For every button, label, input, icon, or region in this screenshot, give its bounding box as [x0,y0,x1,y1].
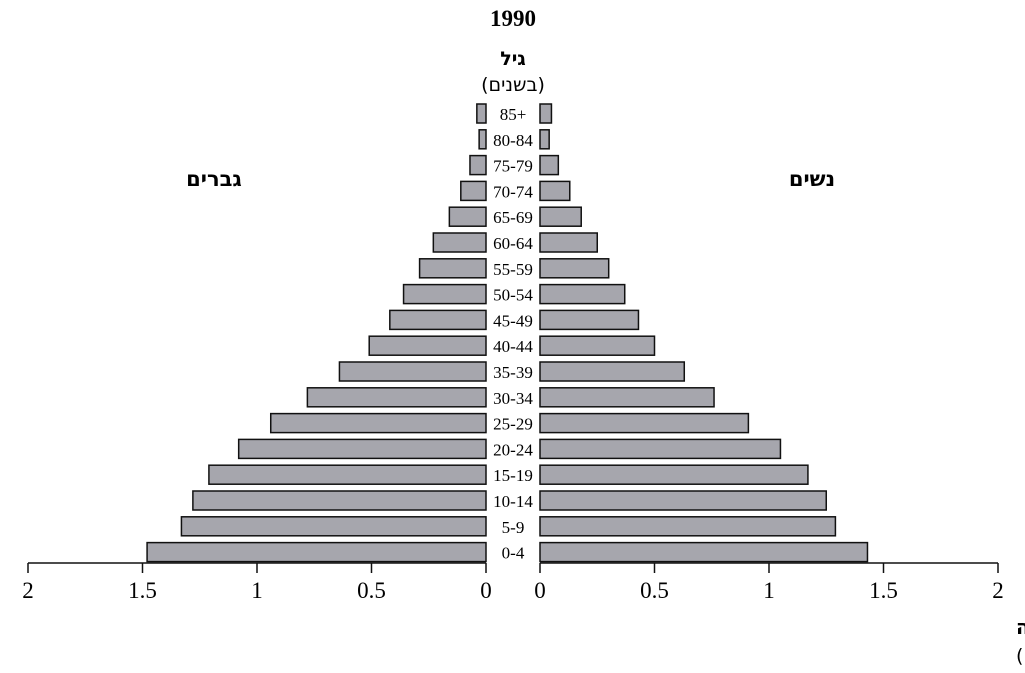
bar-men-55-59 [418,258,487,279]
bar-men-50-54 [402,283,487,305]
bar-men-60-64 [432,232,487,253]
bar-women-15-19 [539,464,809,485]
age-group-label-85+: 85+ [500,105,527,124]
bar-women-40-44 [539,335,656,356]
tick-label-women-0: 0 [534,578,546,603]
age-group-label-0-4: 0-4 [502,544,525,563]
age-group-label-40-44: 40-44 [493,337,533,356]
bar-men-65-69 [448,206,487,227]
x-axis-label: אוכלוסייה [1016,615,1025,639]
bar-men-30-34 [306,387,487,408]
bar-men-25-29 [269,412,487,434]
bar-men-45-49 [389,309,487,331]
axes-group: 0 0 0.5 0.5 1 1 1.5 1.5 2 2 [22,562,1004,603]
age-group-label-10-14: 10-14 [493,492,533,511]
tick-label-men-0.5: 0.5 [357,578,386,603]
age-axis-label: גיל [500,48,526,70]
bar-women-35-39 [539,361,686,382]
tick-label-men-0: 0 [480,578,492,603]
age-group-label-75-79: 75-79 [493,157,533,176]
women-series-label: נשים [789,167,835,191]
bar-women-30-34 [539,387,715,408]
bar-men-70-74 [460,180,487,202]
bar-women-70-74 [539,180,571,202]
tick-label-men-1: 1 [251,578,263,603]
age-group-label-80-84: 80-84 [493,131,533,150]
bar-women-0-4 [539,541,869,563]
x-axis-unit: (במיליונים) [1016,645,1025,667]
bar-men-35-39 [338,361,487,382]
tick-label-men-2: 2 [22,578,34,603]
bar-women-80-84 [539,129,550,150]
chart-title: 1990 [490,6,536,31]
tick-label-women-1.5: 1.5 [869,578,898,603]
age-group-label-35-39: 35-39 [493,363,533,382]
bar-men-15-19 [208,464,487,485]
bar-women-20-24 [539,438,782,460]
tick-label-women-2: 2 [992,578,1004,603]
bar-men-75-79 [469,154,487,176]
bar-women-60-64 [539,232,598,253]
bar-women-85+ [539,103,553,124]
men-series-label: גברים [186,167,242,191]
age-group-label-25-29: 25-29 [493,415,533,434]
age-group-label-70-74: 70-74 [493,182,533,201]
tick-label-women-0.5: 0.5 [640,578,669,603]
age-group-label-30-34: 30-34 [493,389,533,408]
age-axis-unit: (בשנים) [481,74,545,96]
age-group-label-50-54: 50-54 [493,286,533,305]
bar-women-55-59 [539,258,610,279]
bar-women-50-54 [539,283,626,305]
bar-men-40-44 [368,335,487,356]
bar-women-25-29 [539,412,750,434]
bar-men-0-4 [146,541,487,563]
tick-label-men-1.5: 1.5 [128,578,157,603]
bars-group: 0-4 5-9 10-14 15-19 20-24 25-29 30-34 35-39 40-4… [146,103,869,563]
bar-men-85+ [476,103,487,124]
bar-women-45-49 [539,309,640,331]
tick-label-women-1: 1 [763,578,775,603]
bar-men-10-14 [192,490,487,511]
bar-women-5-9 [539,516,837,537]
bar-women-75-79 [539,154,560,176]
age-group-label-65-69: 65-69 [493,208,533,227]
age-group-label-15-19: 15-19 [493,466,533,485]
bar-men-80-84 [478,129,487,150]
bar-women-65-69 [539,206,582,227]
age-group-label-5-9: 5-9 [502,518,525,537]
age-group-label-55-59: 55-59 [493,260,533,279]
bar-men-5-9 [180,516,487,537]
age-group-label-60-64: 60-64 [493,234,533,253]
bar-men-20-24 [237,438,487,460]
bar-women-10-14 [539,490,827,511]
age-group-label-20-24: 20-24 [493,440,533,459]
age-group-label-45-49: 45-49 [493,311,533,330]
